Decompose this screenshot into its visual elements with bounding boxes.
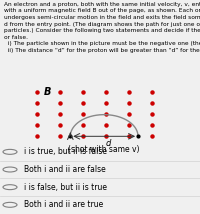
Text: An electron and a proton, both with the same initial velocity, v, enter a region: An electron and a proton, both with the … xyxy=(4,2,200,53)
Text: i is true, but ii is false: i is true, but ii is false xyxy=(24,147,107,156)
Text: Both i and ii are false: Both i and ii are false xyxy=(24,165,106,174)
Text: B: B xyxy=(44,87,51,97)
Text: Both i and ii are true: Both i and ii are true xyxy=(24,200,103,209)
Text: i is false, but ii is true: i is false, but ii is true xyxy=(24,183,107,192)
Text: (shot with same v): (shot with same v) xyxy=(68,145,140,154)
Text: d: d xyxy=(106,139,111,148)
